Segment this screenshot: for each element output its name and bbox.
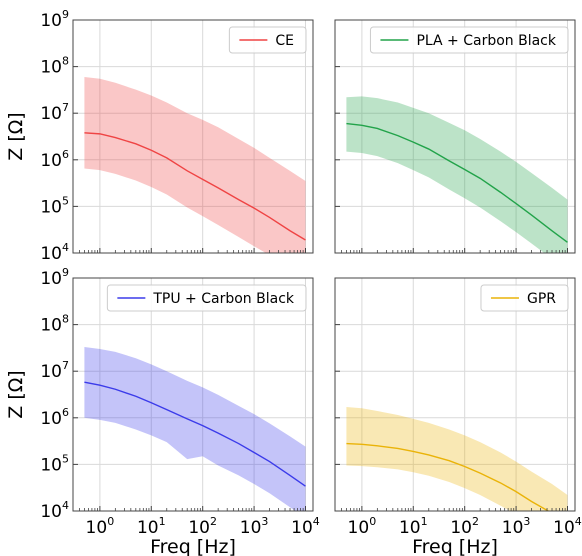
x-tick-label: 100	[86, 515, 115, 538]
confidence-band	[84, 76, 306, 253]
median-line	[346, 122, 568, 243]
legend-label: GPR	[527, 291, 556, 307]
y-tick-label: 105	[40, 452, 69, 475]
y-tick-label: 106	[40, 148, 69, 171]
x-tick-label: 104	[553, 515, 582, 538]
x-axis-label: Freq [Hz]	[150, 536, 236, 556]
legend-label: PLA + Carbon Black	[416, 33, 556, 49]
legend-box	[480, 284, 569, 312]
legend: TPU + Carbon Black	[106, 284, 307, 312]
x-axis-label: Freq [Hz]	[412, 536, 498, 556]
x-tick-label: 101	[137, 515, 166, 538]
panel-bottom-right: 100 101 102 103 104 Freq [Hz] GPR	[334, 277, 582, 556]
median-line	[84, 381, 306, 487]
legend: PLA + Carbon Black	[369, 26, 569, 54]
y-tick-label: 108	[40, 313, 69, 336]
confidence-band	[346, 407, 568, 511]
x-tick-label: 103	[240, 515, 269, 538]
y-tick-label: 109	[40, 8, 69, 31]
x-tick-label: 102	[450, 515, 479, 538]
legend-label: TPU + Carbon Black	[152, 291, 295, 307]
y-tick-label: 106	[40, 406, 69, 429]
axes-frame	[72, 277, 314, 512]
x-tick-label: 103	[502, 515, 531, 538]
x-tick-label: 104	[291, 515, 320, 538]
y-axis-label: Z [Ω]	[5, 112, 27, 160]
confidence-band	[84, 347, 306, 511]
y-tick-label: 104	[40, 499, 69, 522]
axes-frame	[334, 19, 576, 254]
median-line	[84, 132, 306, 241]
panel-top-right: PLA + Carbon Black	[334, 19, 576, 254]
x-tick-label: 102	[188, 515, 217, 538]
x-tick-label: 100	[348, 515, 377, 538]
panel-top-left: 104 105 106 107 108 109 Z [Ω] CE	[5, 8, 314, 264]
y-axis-label: Z [Ω]	[5, 370, 27, 418]
legend-box	[369, 26, 569, 54]
legend-box	[228, 26, 307, 54]
panel-bottom-left: 104 105 106 107 108 109 100 101 102 103 104 Z [Ω] Fr…	[5, 266, 320, 556]
y-tick-label: 109	[40, 266, 69, 289]
axes-frame	[334, 277, 576, 512]
y-tick-label: 104	[40, 241, 69, 264]
median-line	[346, 442, 550, 511]
legend-label: CE	[275, 33, 294, 49]
axes-frame	[72, 19, 314, 254]
y-tick-label: 105	[40, 194, 69, 217]
legend: CE	[228, 26, 307, 54]
confidence-band	[346, 96, 568, 253]
x-tick-label: 101	[399, 515, 428, 538]
y-tick-label: 107	[40, 101, 69, 124]
y-tick-label: 108	[40, 55, 69, 78]
legend-box	[106, 284, 307, 312]
y-tick-label: 107	[40, 359, 69, 382]
legend: GPR	[480, 284, 569, 312]
